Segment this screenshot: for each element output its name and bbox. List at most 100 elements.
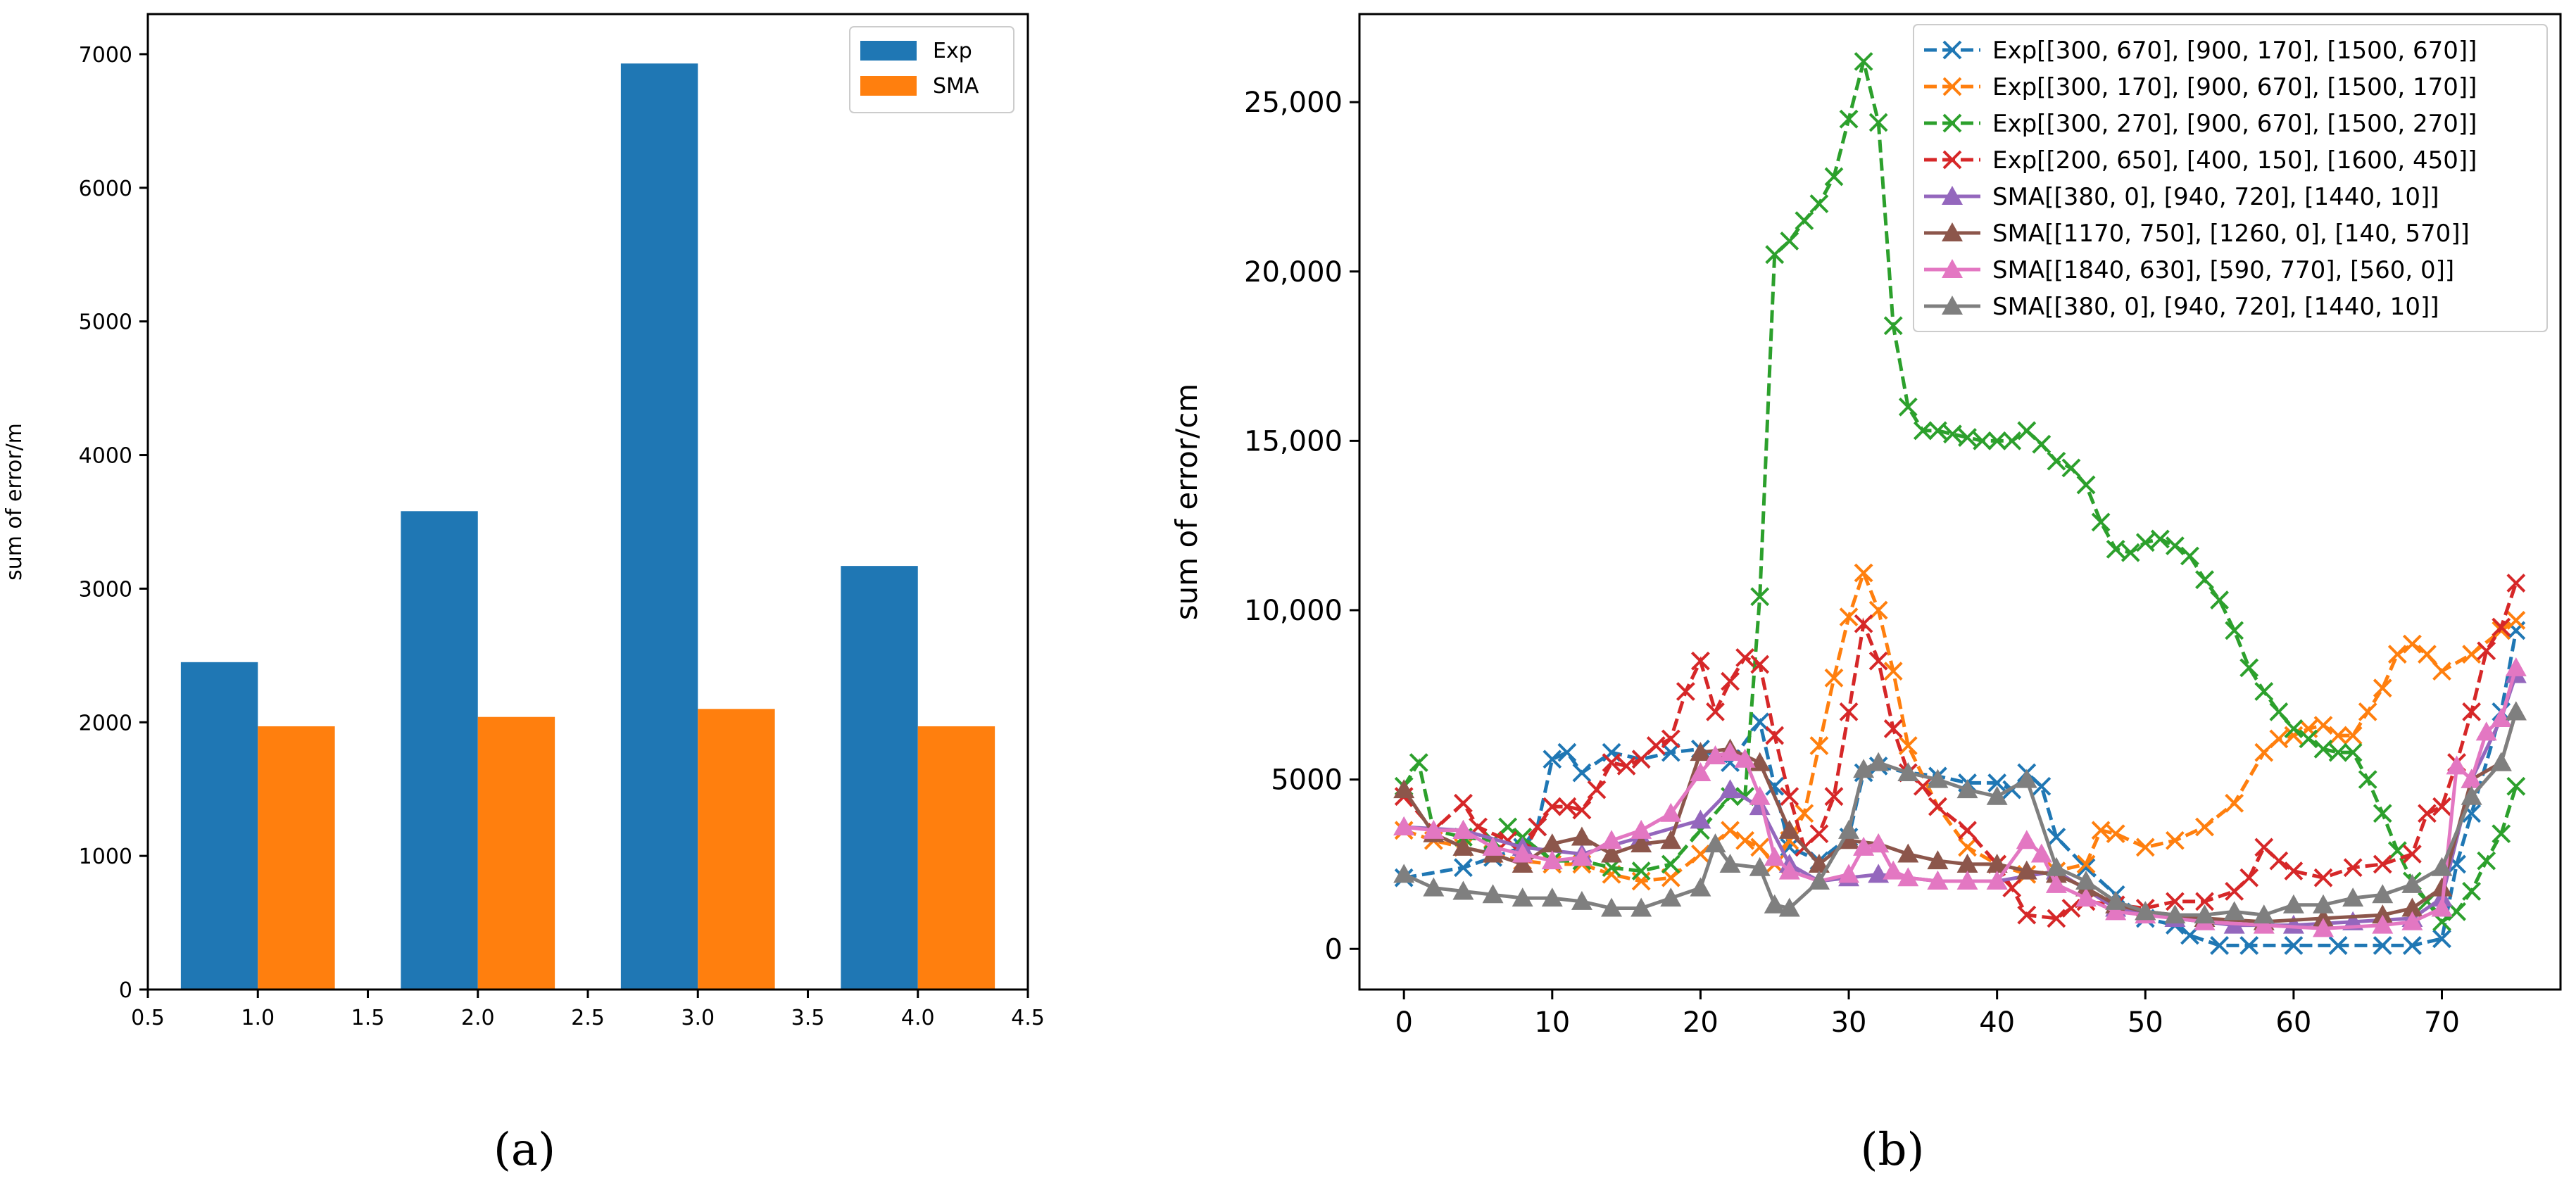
series-4 bbox=[1394, 574, 2526, 928]
x-tick-label: 4.0 bbox=[901, 1006, 935, 1030]
data-point-marker bbox=[2210, 936, 2229, 955]
data-point-marker bbox=[2462, 645, 2482, 664]
legend-frame bbox=[1913, 24, 2548, 332]
data-point-marker bbox=[1482, 884, 1504, 904]
y-tick-label: 15,000 bbox=[1244, 425, 1343, 457]
data-point-marker bbox=[2017, 421, 2037, 441]
data-point-marker bbox=[1987, 431, 2007, 450]
data-point-marker bbox=[2372, 884, 2394, 904]
data-point-marker bbox=[1512, 853, 1533, 873]
data-point-marker bbox=[2490, 752, 2512, 771]
data-point-marker bbox=[1557, 742, 1577, 762]
y-axis-label: sum of error/cm bbox=[1169, 384, 1204, 620]
y-axis: 0 1000 2000 3000 4000 5000 6000 7000 bbox=[79, 43, 148, 1003]
data-point-marker bbox=[1765, 245, 1785, 265]
data-point-marker bbox=[1393, 779, 1415, 799]
data-point-marker bbox=[2047, 451, 2066, 471]
data-point-marker bbox=[2475, 721, 2497, 741]
data-point-marker bbox=[2105, 901, 2127, 921]
data-point-marker bbox=[1706, 702, 1725, 721]
data-point-marker bbox=[2313, 739, 2333, 759]
data-point-marker bbox=[2431, 857, 2453, 876]
y-tick-label: 0 bbox=[119, 978, 132, 1003]
x-tick-label: 2.5 bbox=[571, 1006, 605, 1030]
data-point-marker bbox=[1661, 854, 1680, 874]
data-point-marker bbox=[1482, 836, 1504, 856]
data-point-marker bbox=[1587, 780, 1607, 800]
data-point-marker bbox=[1839, 109, 1859, 129]
data-point-marker bbox=[2165, 536, 2185, 555]
data-point-marker bbox=[2373, 804, 2392, 823]
data-point-marker bbox=[1897, 843, 1919, 863]
bar-sma bbox=[477, 716, 555, 990]
data-point-marker bbox=[1778, 860, 1800, 880]
data-point-marker bbox=[2254, 742, 2274, 762]
legend-marker bbox=[1942, 150, 1962, 170]
data-point-marker bbox=[2461, 769, 2482, 788]
data-point-marker bbox=[1958, 821, 1977, 840]
data-point-marker bbox=[2253, 914, 2275, 934]
data-point-marker bbox=[2477, 851, 2496, 871]
x-tick-label: 60 bbox=[2275, 1006, 2311, 1039]
data-point-marker bbox=[2076, 475, 2096, 495]
y-tick-label: 5000 bbox=[1271, 764, 1343, 797]
data-point-marker bbox=[1690, 877, 1711, 897]
data-point-marker bbox=[2402, 845, 2422, 864]
data-point-marker bbox=[1868, 833, 1890, 853]
data-point-marker bbox=[2431, 897, 2453, 917]
data-point-marker bbox=[2342, 887, 2364, 907]
data-point-marker bbox=[2506, 776, 2526, 796]
data-point-marker bbox=[1631, 897, 1652, 917]
data-point-marker bbox=[1986, 871, 2008, 890]
x-tick-label: 70 bbox=[2424, 1006, 2460, 1039]
data-point-marker bbox=[1868, 600, 1888, 620]
data-point-marker bbox=[1454, 858, 1473, 878]
legend: Exp SMA bbox=[849, 26, 1014, 113]
data-point-marker bbox=[1721, 671, 1740, 691]
bar-chart-panel-a: 0.5 1.0 1.5 2.0 2.5 3.0 3.5 4.0 4.5 0 1000 2000 300… bbox=[2, 13, 1045, 1176]
data-point-marker bbox=[2432, 929, 2451, 949]
data-point-marker bbox=[1809, 736, 1829, 755]
data-point-marker bbox=[2418, 645, 2437, 664]
data-point-marker bbox=[2195, 570, 2214, 590]
data-point-marker bbox=[1795, 804, 1814, 823]
data-point-marker bbox=[2432, 797, 2451, 816]
data-point-marker bbox=[2002, 431, 2022, 450]
data-point-marker bbox=[2492, 824, 2511, 844]
data-point-marker bbox=[1986, 853, 2008, 873]
data-point-marker bbox=[1749, 785, 1771, 805]
data-point-marker bbox=[2402, 936, 2422, 955]
data-point-marker bbox=[1883, 316, 1903, 336]
data-point-marker bbox=[2373, 678, 2392, 698]
data-point-marker bbox=[2328, 726, 2348, 745]
data-point-marker bbox=[1498, 817, 1518, 837]
data-point-marker bbox=[1452, 836, 1474, 856]
data-point-marker bbox=[1719, 853, 1741, 873]
data-point-marker bbox=[1690, 762, 1711, 781]
data-point-marker bbox=[2431, 877, 2453, 897]
y-tick-label: 2000 bbox=[79, 711, 132, 735]
data-point-marker bbox=[1452, 880, 1474, 900]
data-point-marker bbox=[1838, 864, 1860, 883]
data-point-marker bbox=[1927, 871, 1949, 890]
legend-marker bbox=[1942, 77, 1962, 96]
x-tick-label: 20 bbox=[1683, 1006, 1719, 1039]
data-point-marker bbox=[1423, 819, 1445, 839]
data-point-marker bbox=[1691, 845, 1710, 864]
data-point-marker bbox=[2194, 904, 2216, 924]
data-point-marker bbox=[1808, 853, 1830, 873]
data-point-marker bbox=[1765, 726, 1785, 745]
data-point-marker bbox=[2076, 854, 2096, 874]
data-point-marker bbox=[2313, 868, 2333, 887]
data-point-marker bbox=[2195, 892, 2214, 911]
y-tick-label: 6000 bbox=[79, 177, 132, 201]
data-point-marker bbox=[2313, 716, 2333, 735]
legend-label: Exp[[200, 650], [400, 150], [1600, 450]] bbox=[1992, 146, 2477, 175]
data-point-marker bbox=[2284, 719, 2304, 738]
data-point-marker bbox=[2047, 828, 2066, 847]
data-point-marker bbox=[2121, 543, 2140, 562]
series-8 bbox=[1393, 701, 2527, 924]
legend-swatch bbox=[860, 41, 917, 61]
plot-frame bbox=[1358, 13, 2562, 991]
data-point-marker bbox=[1541, 833, 1563, 853]
